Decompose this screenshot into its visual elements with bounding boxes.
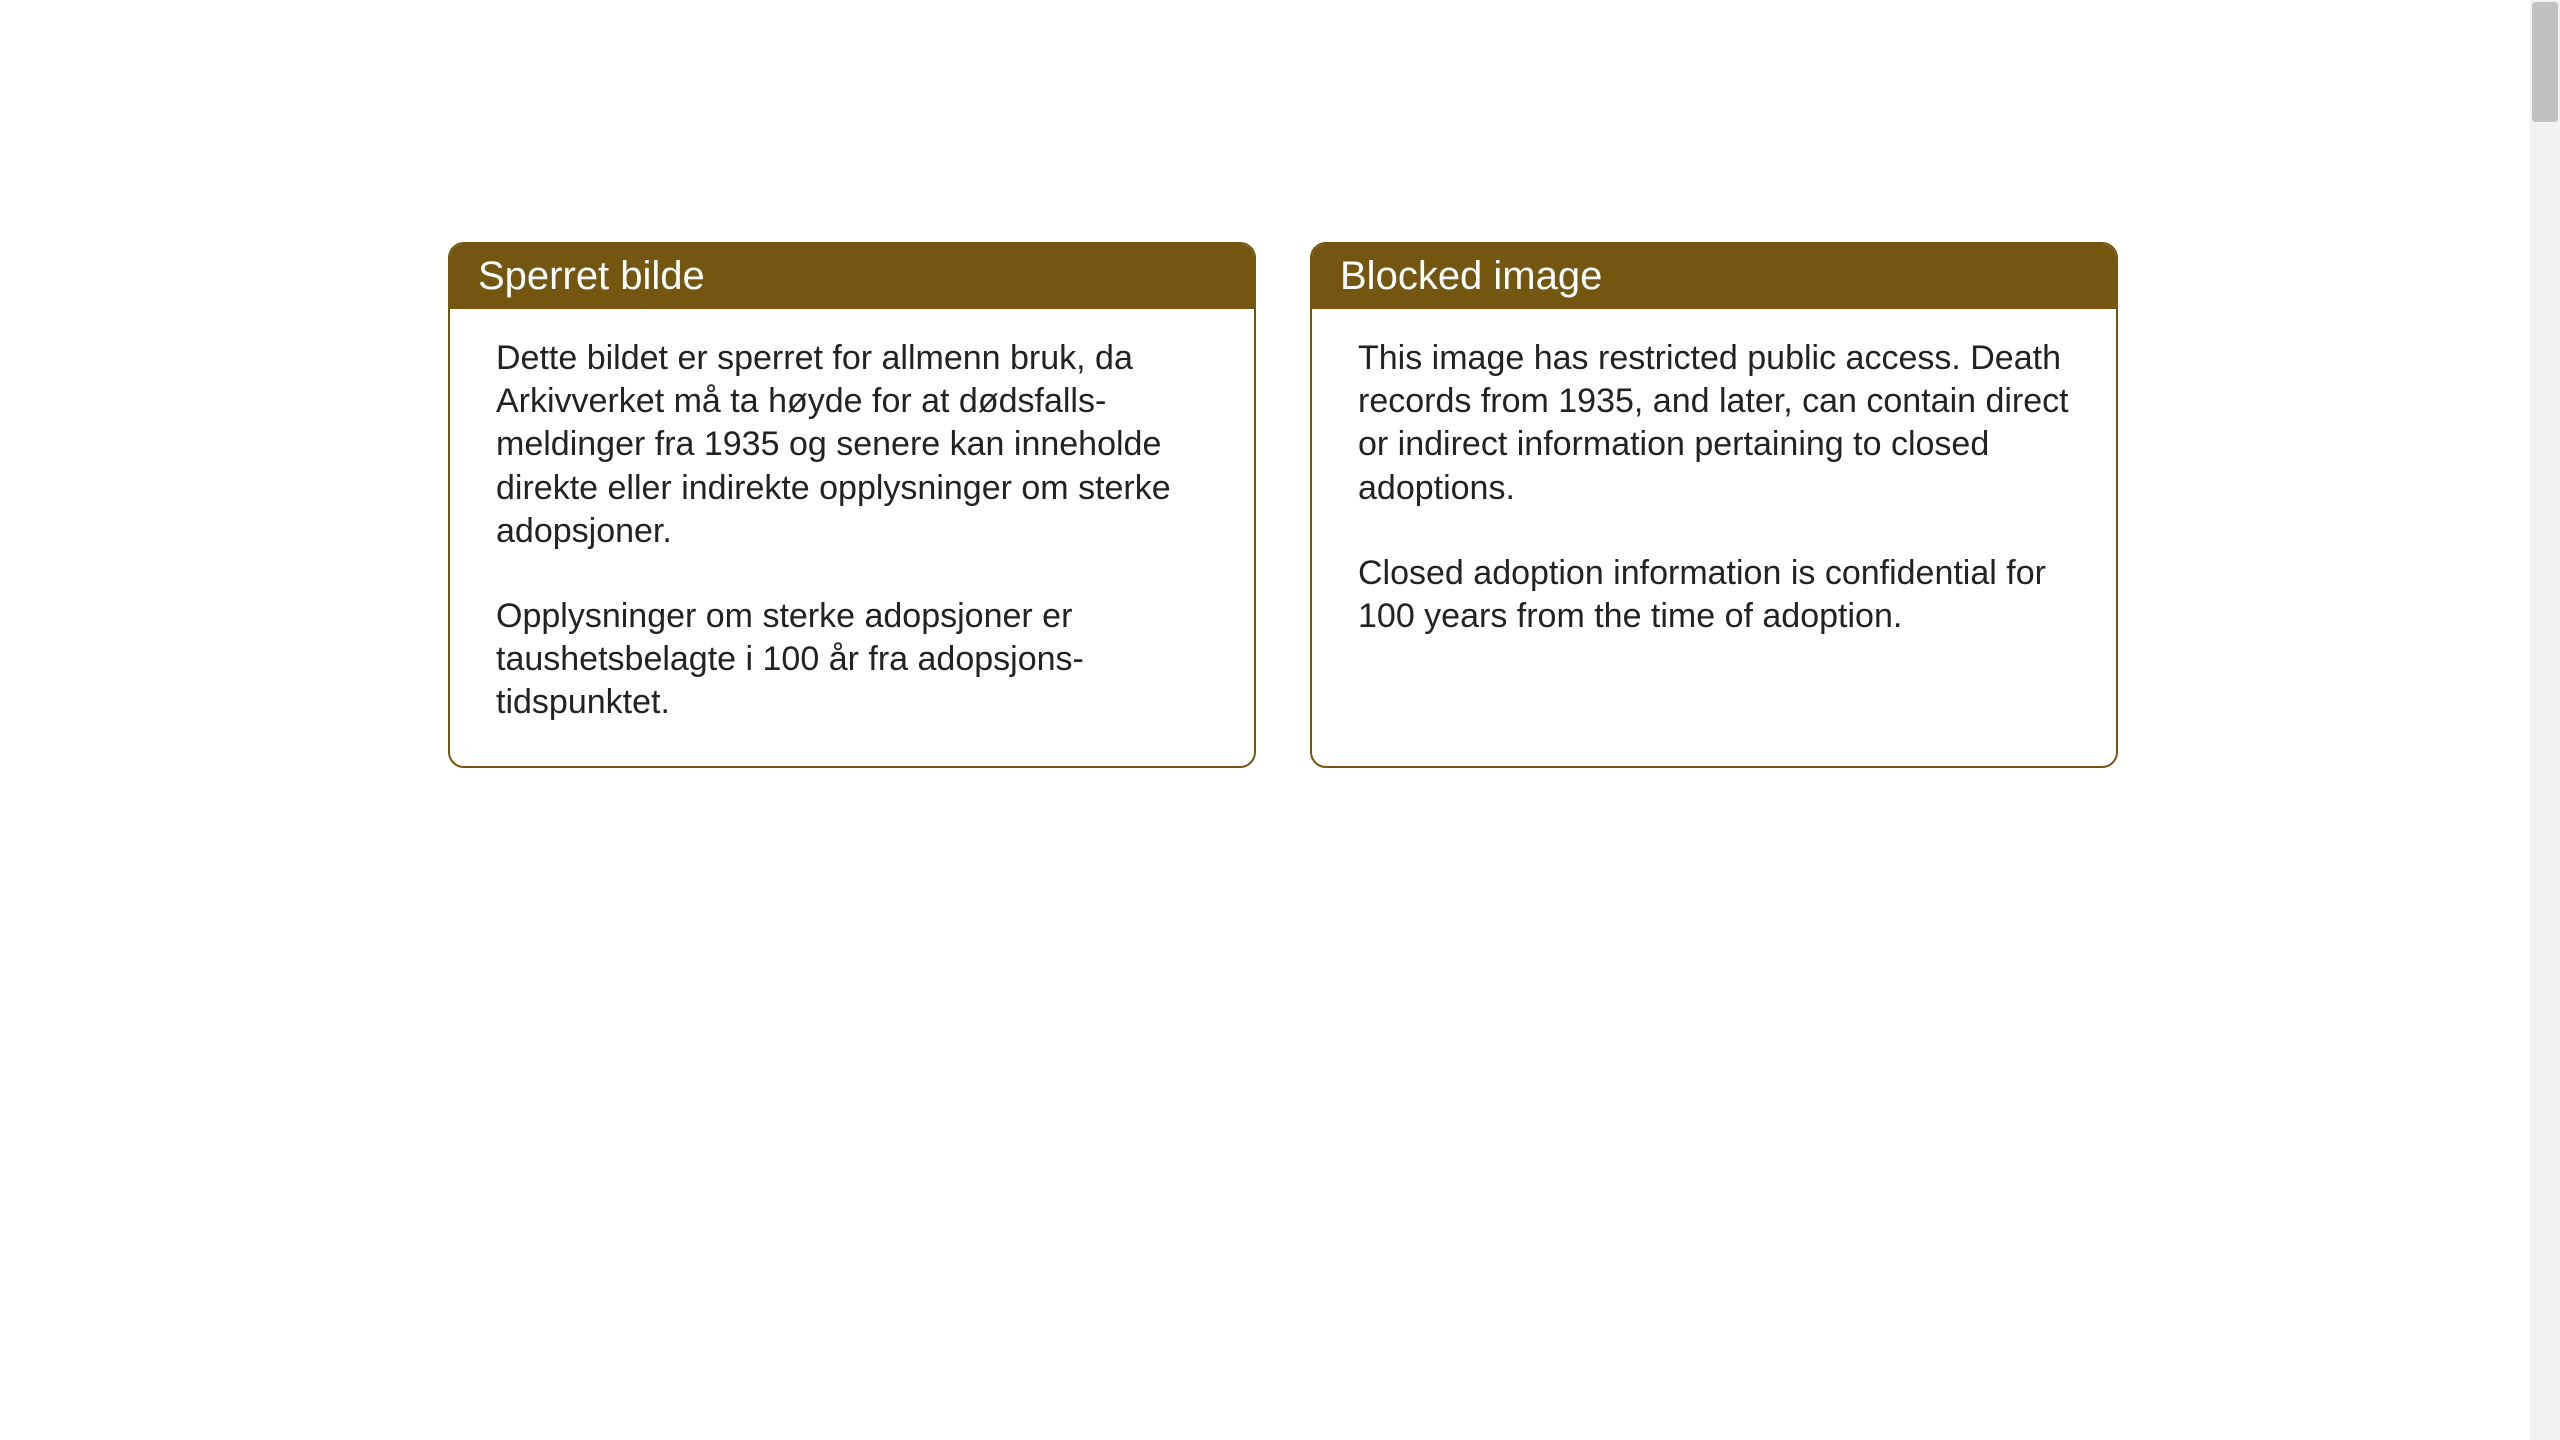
card-header: Sperret bilde	[450, 244, 1254, 309]
card-paragraph-1: This image has restricted public access.…	[1358, 337, 2070, 510]
card-title: Sperret bilde	[478, 254, 705, 298]
scrollbar-thumb[interactable]	[2532, 2, 2558, 122]
card-header: Blocked image	[1312, 244, 2116, 309]
scrollbar-track[interactable]	[2530, 0, 2560, 1440]
card-title: Blocked image	[1340, 254, 1602, 298]
notice-container: Sperret bilde Dette bildet er sperret fo…	[448, 242, 2118, 768]
notice-card-english: Blocked image This image has restricted …	[1310, 242, 2118, 768]
card-body: This image has restricted public access.…	[1312, 309, 2116, 680]
card-body: Dette bildet er sperret for allmenn bruk…	[450, 309, 1254, 766]
card-paragraph-2: Opplysninger om sterke adopsjoner er tau…	[496, 595, 1208, 725]
notice-card-norwegian: Sperret bilde Dette bildet er sperret fo…	[448, 242, 1256, 768]
card-paragraph-1: Dette bildet er sperret for allmenn bruk…	[496, 337, 1208, 553]
card-paragraph-2: Closed adoption information is confident…	[1358, 552, 2070, 638]
